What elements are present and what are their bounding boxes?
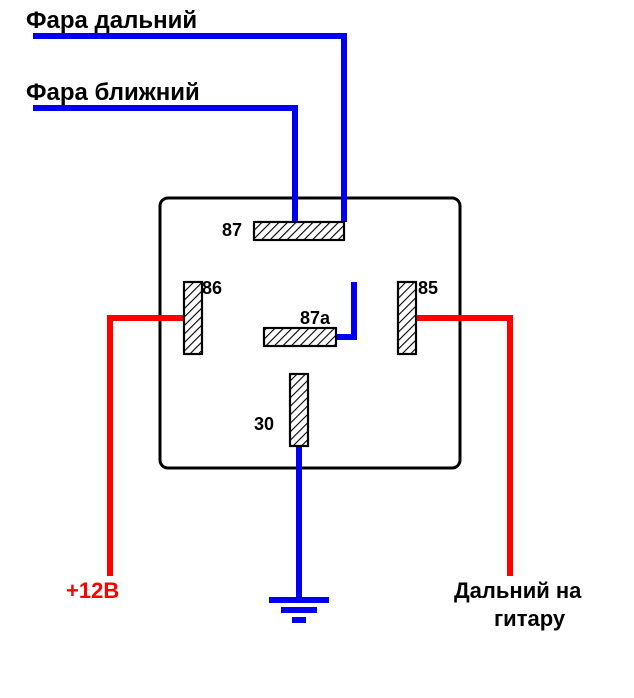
label-high-beam: Фара дальний	[26, 7, 197, 34]
terminal-label-30: 30	[254, 414, 274, 434]
terminal-30	[290, 374, 308, 446]
terminal-87	[254, 222, 344, 240]
wire	[416, 318, 510, 576]
ground-symbol	[269, 600, 329, 620]
wire	[336, 282, 354, 337]
terminal-label-86: 86	[202, 278, 222, 298]
wire	[33, 108, 295, 222]
wire	[110, 318, 184, 576]
label-to-guitar-2: гитару	[494, 606, 566, 631]
terminal-label-87a: 87a	[300, 308, 331, 328]
terminal-85	[398, 282, 416, 354]
terminal-87a	[264, 328, 336, 346]
terminal-label-85: 85	[418, 278, 438, 298]
wiring	[33, 36, 510, 600]
label-to-guitar-1: Дальний на	[454, 578, 582, 603]
label-low-beam: Фара ближний	[26, 79, 200, 106]
terminal-label-87: 87	[222, 220, 242, 240]
relay-terminals: 87 86 85 87a 30	[184, 220, 438, 446]
terminal-86	[184, 282, 202, 354]
label-plus12: +12В	[66, 578, 119, 603]
